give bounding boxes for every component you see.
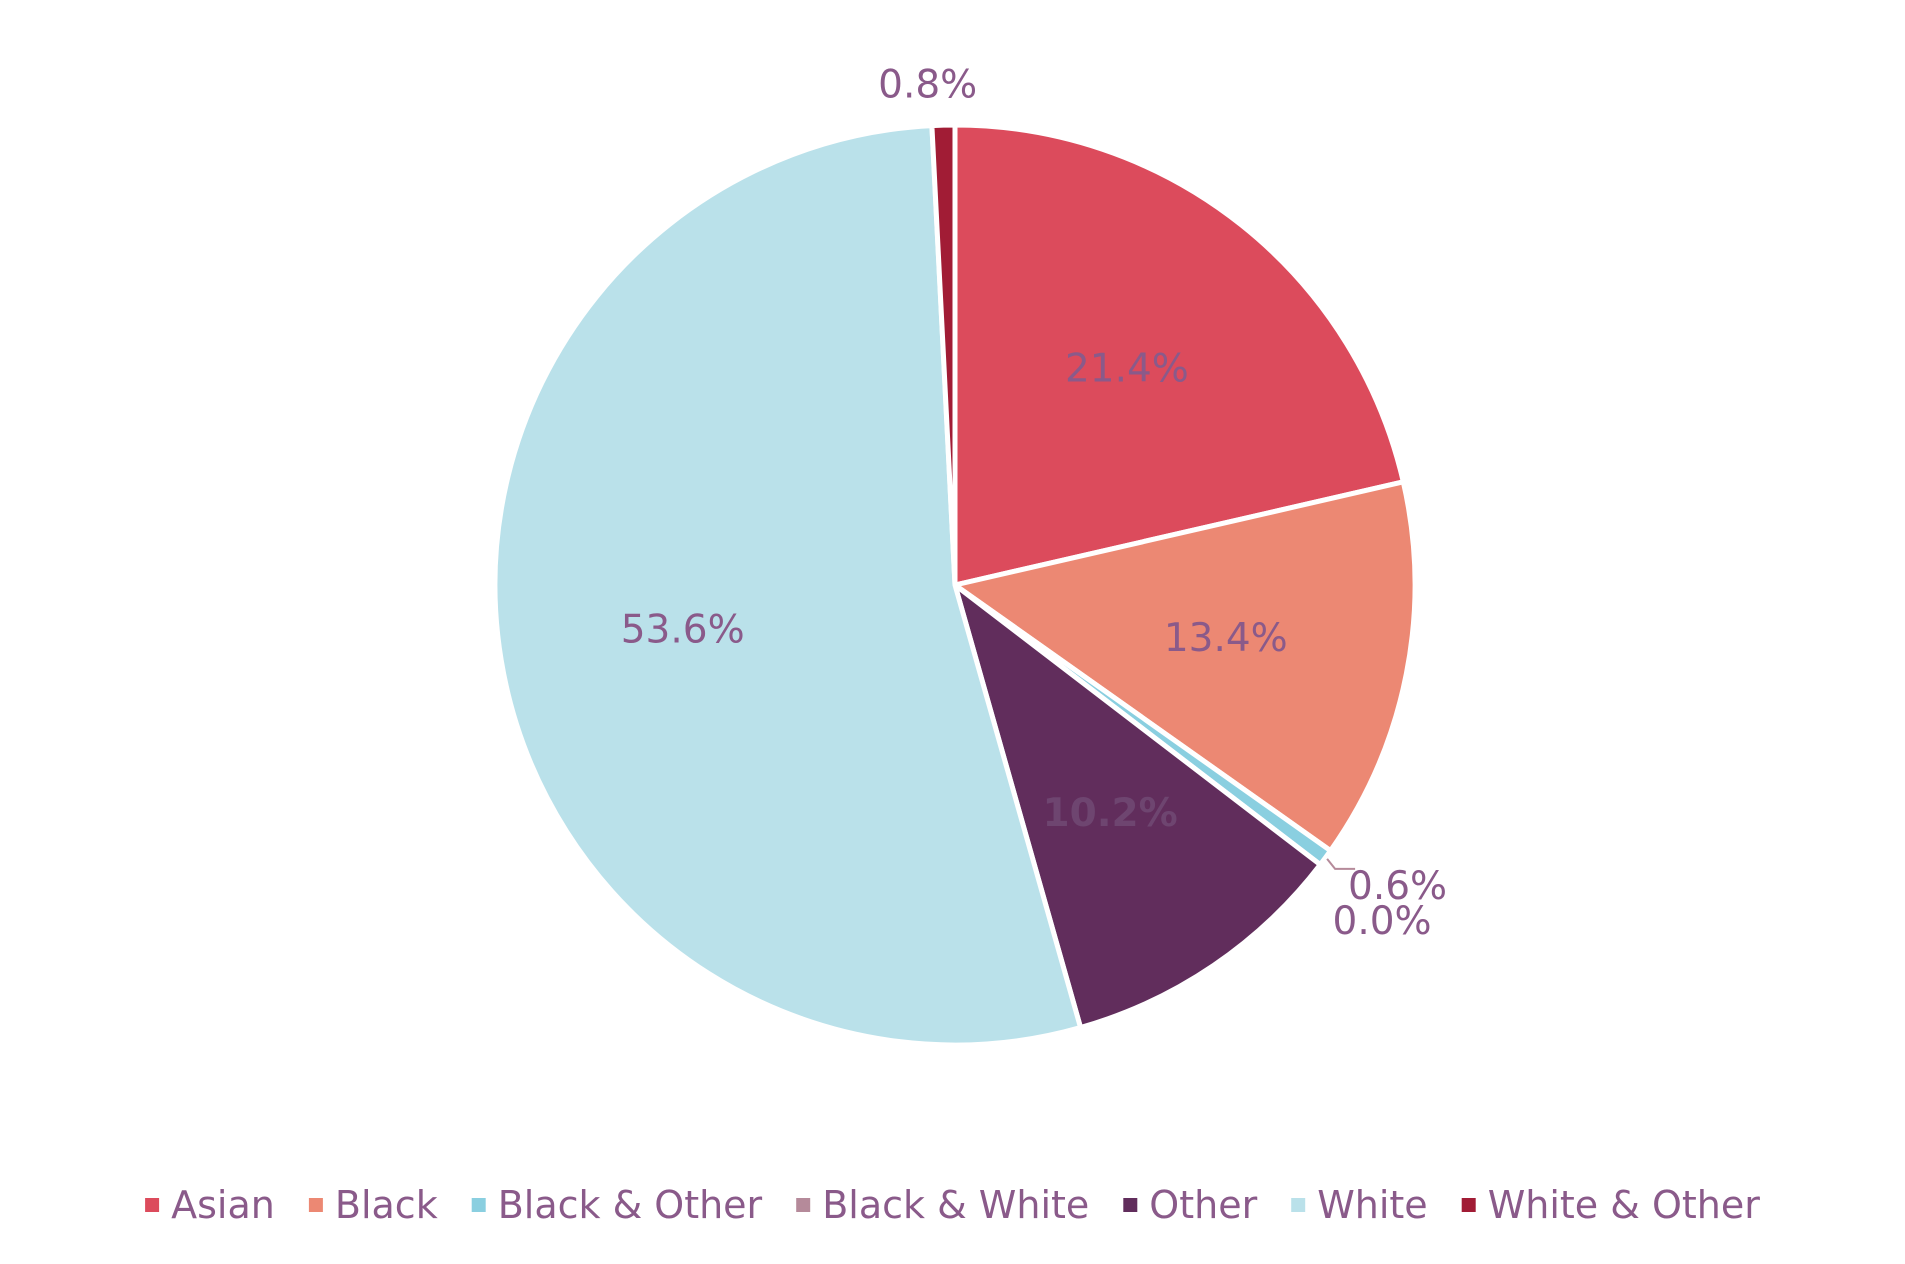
legend-swatch-other [1123,1198,1138,1212]
legend-swatch-white-and-other [1461,1198,1476,1212]
legend-label-black-and-white: Black & White [822,1183,1089,1227]
legend-label-other: Other [1149,1183,1257,1227]
label-connector-line [1326,858,1356,870]
legend-swatch-white [1291,1198,1306,1212]
legend-item-asian[interactable]: Asian [145,1183,275,1227]
legend-label-black: Black [335,1183,438,1227]
slice-label-asian: 21.4% [1065,347,1189,392]
legend-item-white-and-other[interactable]: White & Other [1461,1183,1761,1227]
legend-label-white-and-other: White & Other [1488,1183,1761,1227]
pie-slice-white-and-other [929,122,958,586]
slice-label-black-and-white: 0.0% [1333,899,1432,944]
legend-label-black-and-other: Black & Other [498,1183,763,1227]
pie-slice-white [492,122,1084,1048]
legend: Asian Black Black & Other Black & White Othe… [145,1183,1760,1227]
legend-item-black-and-other[interactable]: Black & Other [471,1183,763,1227]
slice-label-black-and-other: 0.6% [1348,864,1447,909]
slice-label-black: 13.4% [1164,616,1288,661]
slice-label-white: 53.6% [621,607,745,652]
legend-item-white[interactable]: White [1291,1183,1428,1227]
legend-label-white: White [1317,1183,1428,1227]
pie-slices [492,122,1418,1048]
pie-slice-other [950,578,1324,1031]
legend-swatch-black-and-white [796,1198,811,1212]
slice-label-other: 10.2% [1042,791,1177,836]
legend-item-black-and-white[interactable]: Black & White [796,1183,1089,1227]
pie-slice-black [948,478,1418,855]
legend-label-asian: Asian [171,1183,275,1227]
legend-item-black[interactable]: Black [308,1183,438,1227]
legend-swatch-black [308,1198,323,1212]
legend-item-other[interactable]: Other [1123,1183,1258,1227]
legend-swatch-asian [145,1198,160,1212]
pie-slice-asian [952,122,1407,589]
slice-label-white-and-other: 0.8% [878,63,977,108]
slice-labels: 21.4% 13.4% 0.6%0.0% 10.2% 53.6% 0.8% [621,63,1447,945]
legend-swatch-black-and-other [471,1198,486,1212]
